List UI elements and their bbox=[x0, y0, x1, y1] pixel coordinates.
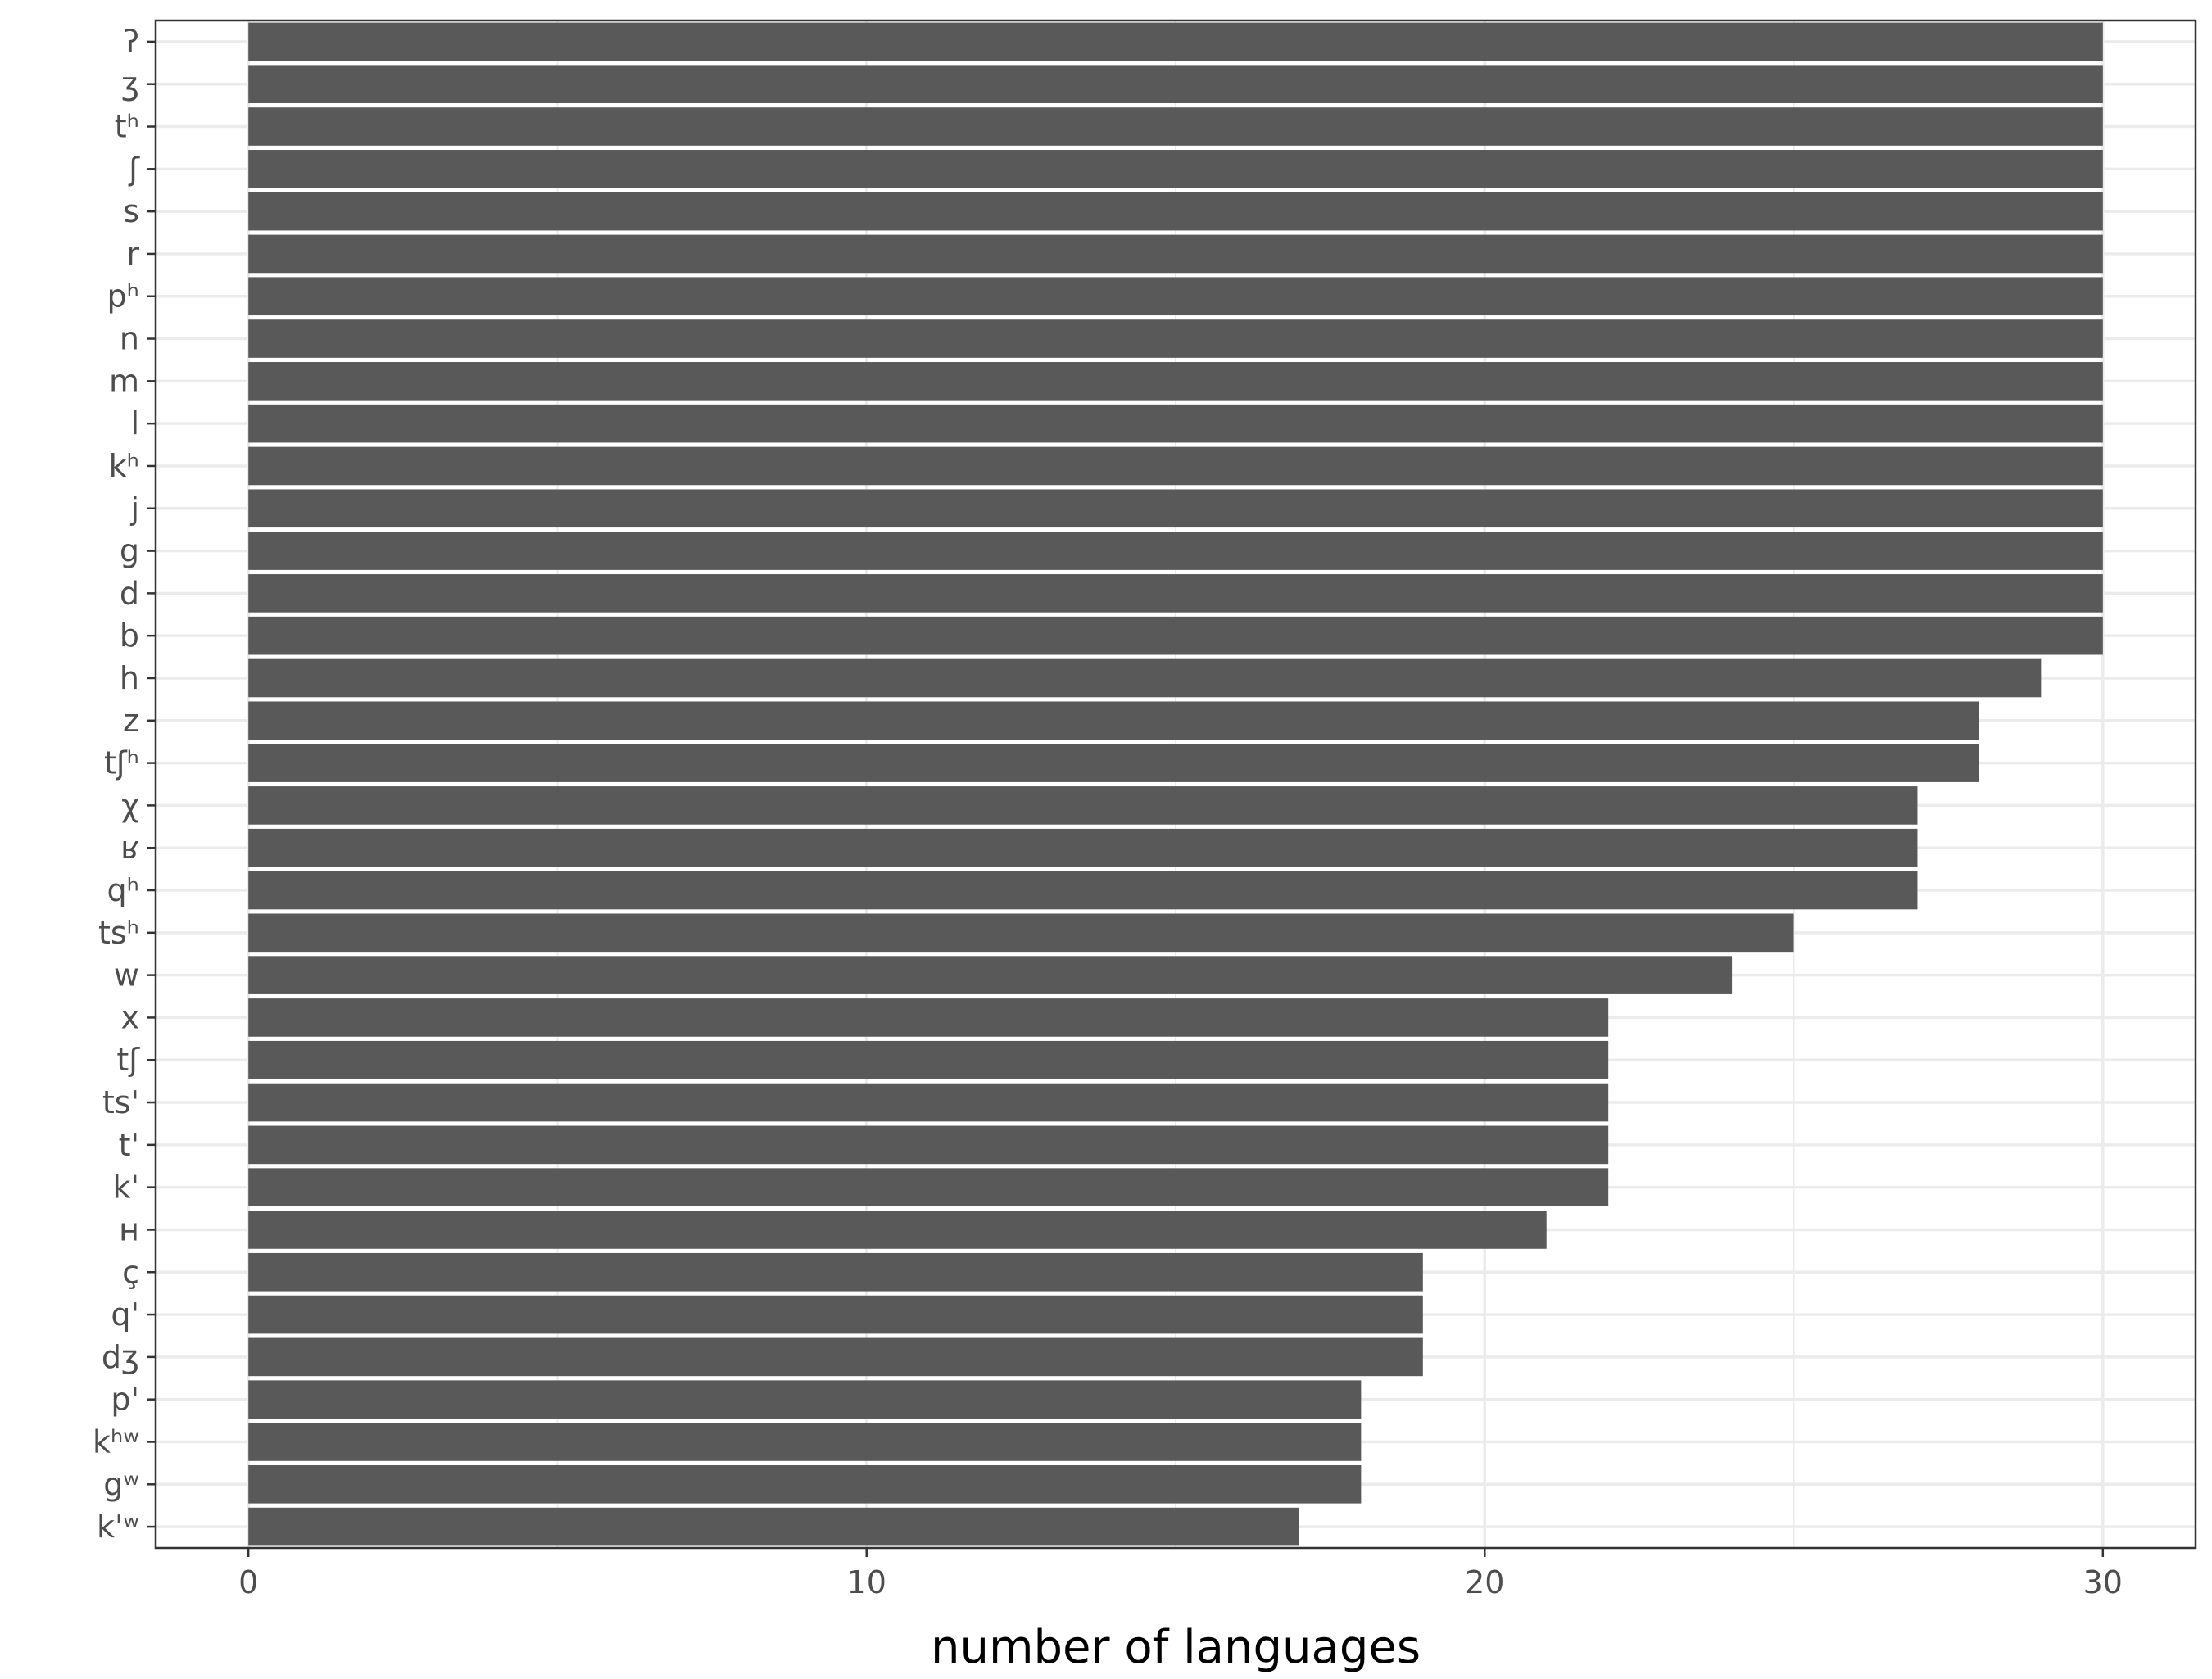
y-tick-label: h bbox=[120, 660, 139, 696]
bar-9 bbox=[248, 362, 2103, 401]
y-tick-label: qʰ bbox=[107, 872, 139, 908]
x-axis-title: number of languages bbox=[931, 1621, 1421, 1674]
y-tick-label: ts' bbox=[102, 1084, 139, 1120]
y-tick-label: tsʰ bbox=[98, 915, 139, 951]
y-tick-label: q' bbox=[111, 1297, 139, 1333]
bar-18 bbox=[248, 744, 1979, 782]
y-tick-label: ʒ bbox=[121, 66, 139, 102]
y-tick-label: ʃ bbox=[128, 151, 140, 187]
bar-27 bbox=[248, 1125, 1609, 1165]
bar-2 bbox=[248, 65, 2103, 104]
bar-12 bbox=[248, 489, 2103, 528]
y-tick-label: j bbox=[129, 491, 139, 527]
y-tick-label: dʒ bbox=[102, 1339, 139, 1375]
bar-35 bbox=[248, 1464, 1362, 1504]
y-tick-label: k' bbox=[113, 1170, 139, 1206]
y-tick-label: l bbox=[130, 405, 139, 441]
y-tick-label: n bbox=[120, 321, 139, 357]
y-tick-label: χ bbox=[121, 787, 139, 823]
bar-13 bbox=[248, 532, 2103, 570]
bar-31 bbox=[248, 1295, 1423, 1334]
bar-8 bbox=[248, 319, 2103, 358]
bar-32 bbox=[248, 1337, 1423, 1377]
bar-21 bbox=[248, 871, 1918, 910]
bar-5 bbox=[248, 192, 2103, 231]
y-tick-label: b bbox=[120, 618, 139, 654]
x-tick-label: 20 bbox=[1465, 1564, 1504, 1600]
y-tick-label: r bbox=[126, 236, 139, 272]
y-tick-label: g bbox=[120, 533, 139, 569]
bars bbox=[248, 22, 2103, 1546]
bar-22 bbox=[248, 913, 1794, 953]
y-tick-label: x bbox=[121, 999, 140, 1035]
y-tick-label: z bbox=[123, 703, 139, 739]
bar-14 bbox=[248, 574, 2103, 613]
bar-19 bbox=[248, 786, 1918, 825]
y-tick-label: pʰ bbox=[107, 278, 139, 315]
y-tick-label: kʰʷ bbox=[93, 1423, 139, 1460]
panel-border bbox=[154, 19, 2197, 1550]
x-tick-label: 10 bbox=[847, 1564, 886, 1600]
bar-7 bbox=[248, 277, 2103, 316]
bar-30 bbox=[248, 1252, 1423, 1292]
bar-28 bbox=[248, 1168, 1609, 1206]
y-tick-label: ʁ bbox=[120, 830, 139, 866]
bar-26 bbox=[248, 1083, 1609, 1122]
y-tick-label: w bbox=[114, 957, 139, 993]
bar-3 bbox=[248, 107, 2103, 146]
y-tick-label: p' bbox=[111, 1382, 139, 1418]
bar-25 bbox=[248, 1040, 1609, 1079]
bar-4 bbox=[248, 150, 2103, 188]
y-tick-label: t' bbox=[119, 1127, 139, 1163]
bar-20 bbox=[248, 828, 1918, 867]
y-tick-label: tʃ bbox=[116, 1042, 140, 1078]
y-tick-label: gʷ bbox=[103, 1466, 139, 1502]
x-tick-label: 30 bbox=[2083, 1564, 2123, 1600]
y-tick-label: tʃʰ bbox=[104, 745, 139, 781]
bar-15 bbox=[248, 616, 2103, 655]
bar-24 bbox=[248, 998, 1609, 1037]
bar-11 bbox=[248, 446, 2103, 486]
y-tick-label: k'ʷ bbox=[97, 1509, 139, 1545]
y-tick-label: kʰ bbox=[109, 448, 139, 484]
bar-23 bbox=[248, 956, 1733, 994]
bar-29 bbox=[248, 1211, 1547, 1249]
bar-33 bbox=[248, 1380, 1362, 1419]
y-tick-label: s bbox=[123, 193, 139, 229]
y-tick-label: ʔ bbox=[124, 24, 139, 60]
y-tick-label: ʜ bbox=[119, 1211, 139, 1247]
x-axis: 0 10 20 30 bbox=[238, 1548, 2123, 1600]
x-tick-label: 0 bbox=[238, 1564, 258, 1600]
bar-6 bbox=[248, 234, 2103, 274]
bar-10 bbox=[248, 404, 2103, 443]
y-tick-label: ç bbox=[122, 1254, 139, 1290]
bar-1 bbox=[248, 22, 2103, 61]
bar-36 bbox=[248, 1507, 1299, 1546]
y-tick-label: d bbox=[120, 575, 139, 611]
y-tick-label: m bbox=[109, 363, 139, 399]
y-tick-label: tʰ bbox=[115, 109, 139, 145]
bar-16 bbox=[248, 658, 2042, 698]
bar-17 bbox=[248, 701, 1979, 740]
bar-34 bbox=[248, 1423, 1362, 1461]
